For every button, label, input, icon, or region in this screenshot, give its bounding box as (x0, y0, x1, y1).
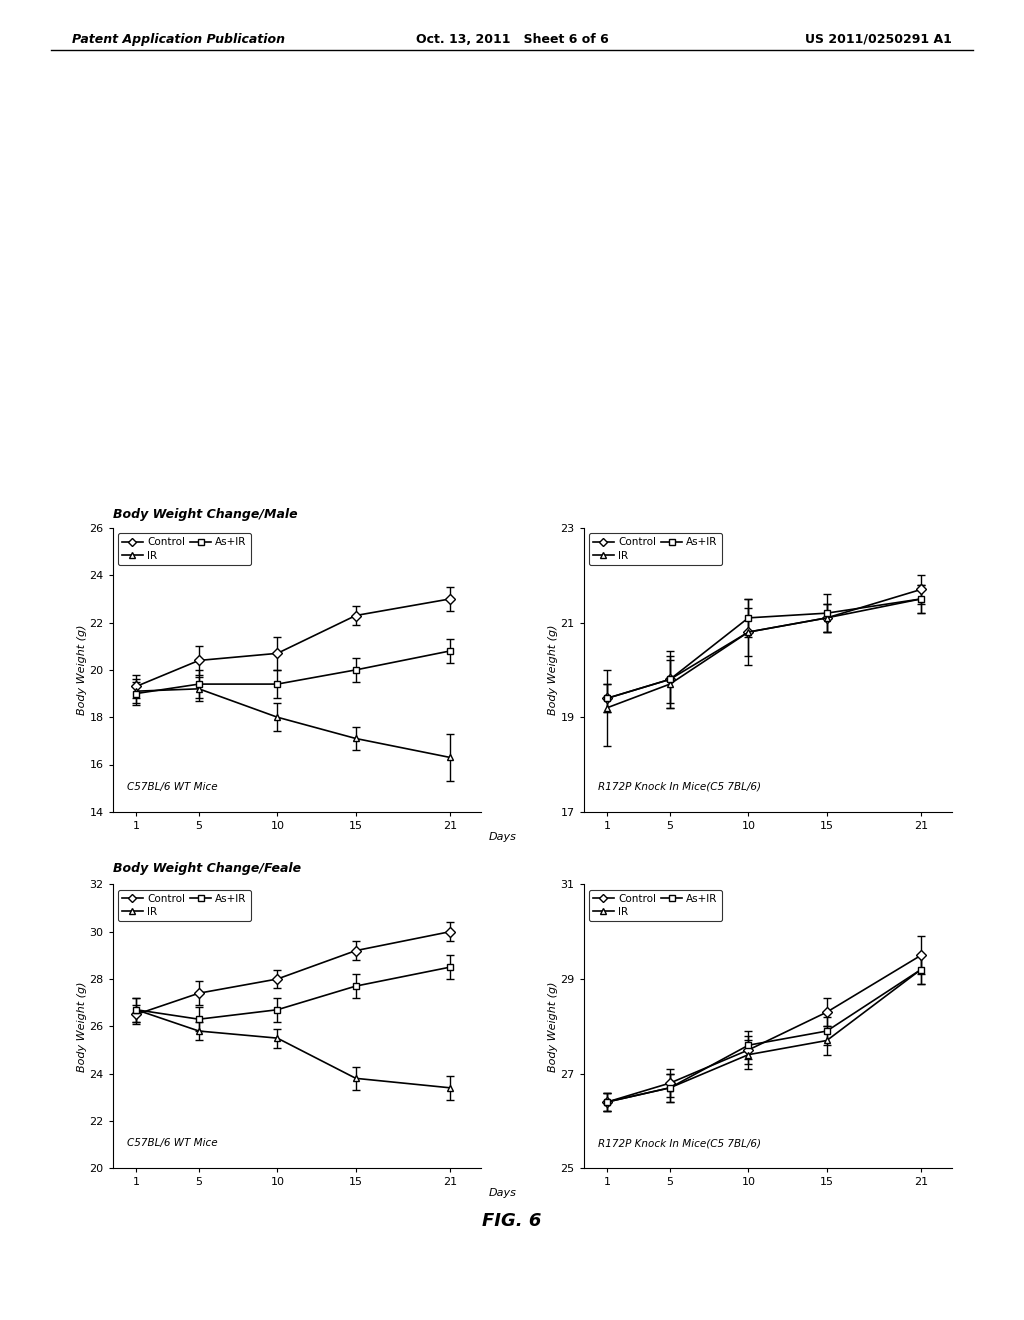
Y-axis label: Body Weight (g): Body Weight (g) (548, 624, 558, 715)
Legend: Control, IR, As+IR: Control, IR, As+IR (589, 890, 722, 921)
Text: Body Weight Change/Feale: Body Weight Change/Feale (113, 862, 301, 875)
Text: Oct. 13, 2011   Sheet 6 of 6: Oct. 13, 2011 Sheet 6 of 6 (416, 33, 608, 46)
Text: C57BL/6 WT Mice: C57BL/6 WT Mice (127, 781, 218, 792)
Y-axis label: Body Weight (g): Body Weight (g) (77, 981, 87, 1072)
Legend: Control, IR, As+IR: Control, IR, As+IR (118, 533, 251, 565)
Text: Days: Days (488, 832, 516, 842)
Text: Days: Days (488, 1188, 516, 1199)
Text: C57BL/6 WT Mice: C57BL/6 WT Mice (127, 1138, 218, 1148)
Y-axis label: Body Weight (g): Body Weight (g) (77, 624, 87, 715)
Text: R172P Knock In Mice(C5 7BL/6): R172P Knock In Mice(C5 7BL/6) (598, 781, 762, 792)
Text: US 2011/0250291 A1: US 2011/0250291 A1 (806, 33, 952, 46)
Y-axis label: Body Weight (g): Body Weight (g) (548, 981, 558, 1072)
Text: Body Weight Change/Male: Body Weight Change/Male (113, 508, 297, 521)
Text: FIG. 6: FIG. 6 (482, 1212, 542, 1230)
Text: Patent Application Publication: Patent Application Publication (72, 33, 285, 46)
Legend: Control, IR, As+IR: Control, IR, As+IR (589, 533, 722, 565)
Legend: Control, IR, As+IR: Control, IR, As+IR (118, 890, 251, 921)
Text: R172P Knock In Mice(C5 7BL/6): R172P Knock In Mice(C5 7BL/6) (598, 1138, 762, 1148)
